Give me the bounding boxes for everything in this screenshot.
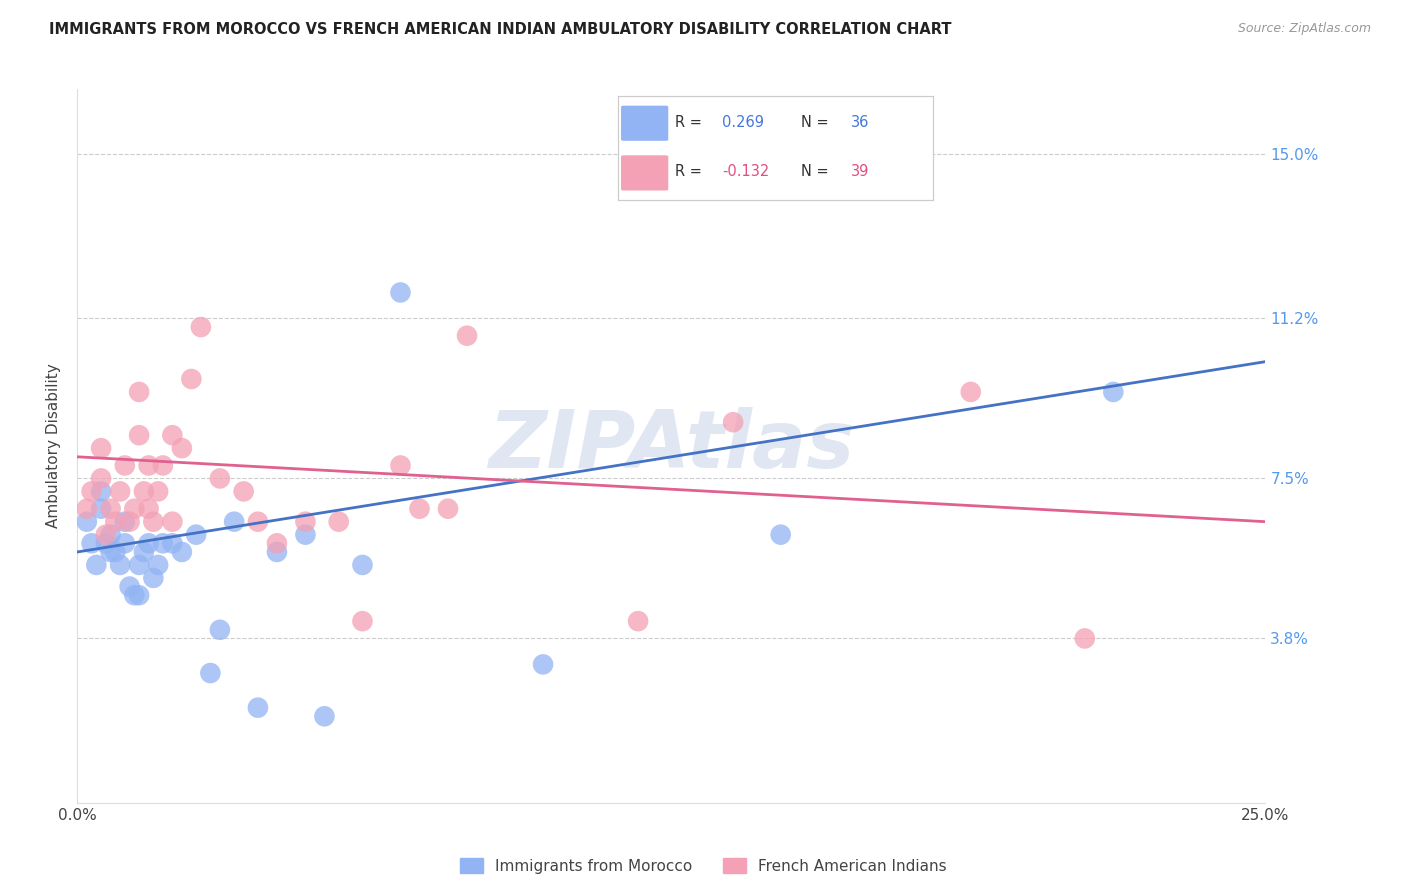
Point	[100, 501, 122, 516]
Point	[224, 515, 246, 529]
Point	[266, 545, 288, 559]
Point	[232, 484, 254, 499]
Point	[90, 484, 112, 499]
Point	[389, 285, 412, 300]
Point	[86, 558, 108, 572]
Point	[246, 515, 269, 529]
Point	[1102, 384, 1125, 399]
Point	[118, 580, 141, 594]
Point	[389, 458, 412, 473]
Y-axis label: Ambulatory Disability: Ambulatory Disability	[46, 364, 62, 528]
Point	[162, 428, 184, 442]
Point	[114, 515, 136, 529]
Point	[124, 501, 146, 516]
Point	[138, 536, 160, 550]
Point	[1074, 632, 1097, 646]
Point	[104, 515, 127, 529]
Point	[152, 536, 174, 550]
Point	[328, 515, 350, 529]
Point	[294, 515, 316, 529]
Point	[138, 458, 160, 473]
Point	[437, 501, 460, 516]
Point	[90, 501, 112, 516]
Point	[76, 501, 98, 516]
Point	[170, 441, 193, 455]
Point	[128, 428, 150, 442]
Point	[128, 558, 150, 572]
Point	[246, 700, 269, 714]
Point	[114, 536, 136, 550]
Point	[100, 545, 122, 559]
Point	[266, 536, 288, 550]
Point	[128, 588, 150, 602]
Point	[627, 614, 650, 628]
Point	[162, 515, 184, 529]
Point	[142, 515, 165, 529]
Point	[94, 536, 117, 550]
Point	[146, 558, 169, 572]
Point	[294, 527, 316, 541]
Point	[114, 458, 136, 473]
Point	[90, 441, 112, 455]
Point	[186, 527, 208, 541]
Point	[108, 558, 131, 572]
Point	[94, 527, 117, 541]
Point	[170, 545, 193, 559]
Point	[190, 320, 212, 334]
Point	[352, 614, 374, 628]
Point	[180, 372, 202, 386]
Point	[80, 484, 103, 499]
Point	[152, 458, 174, 473]
Point	[80, 536, 103, 550]
Point	[531, 657, 554, 672]
Point	[959, 384, 981, 399]
Text: ZIPAtlas: ZIPAtlas	[488, 407, 855, 485]
Point	[456, 328, 478, 343]
Point	[118, 515, 141, 529]
Point	[769, 527, 792, 541]
Point	[208, 471, 231, 485]
Point	[314, 709, 336, 723]
Point	[142, 571, 165, 585]
Point	[104, 545, 127, 559]
Point	[200, 666, 222, 681]
Point	[132, 545, 155, 559]
Point	[721, 415, 744, 429]
Text: Source: ZipAtlas.com: Source: ZipAtlas.com	[1237, 22, 1371, 36]
Point	[138, 501, 160, 516]
Point	[100, 527, 122, 541]
Point	[128, 384, 150, 399]
Point	[408, 501, 430, 516]
Point	[146, 484, 169, 499]
Point	[124, 588, 146, 602]
Text: IMMIGRANTS FROM MOROCCO VS FRENCH AMERICAN INDIAN AMBULATORY DISABILITY CORRELAT: IMMIGRANTS FROM MOROCCO VS FRENCH AMERIC…	[49, 22, 952, 37]
Point	[108, 484, 131, 499]
Point	[76, 515, 98, 529]
Point	[90, 471, 112, 485]
Point	[162, 536, 184, 550]
Point	[132, 484, 155, 499]
Point	[352, 558, 374, 572]
Legend: Immigrants from Morocco, French American Indians: Immigrants from Morocco, French American…	[454, 852, 952, 880]
Point	[208, 623, 231, 637]
